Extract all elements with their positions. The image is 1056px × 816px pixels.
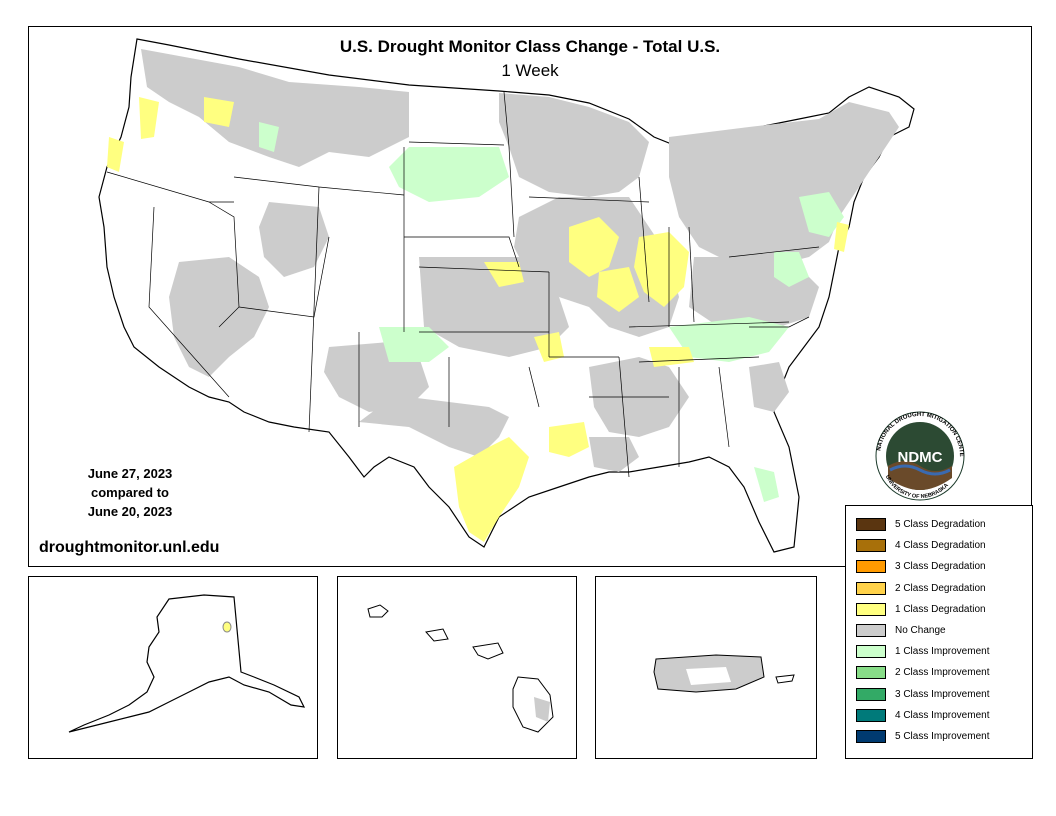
legend: 5 Class Degradation 4 Class Degradation 3 … xyxy=(845,505,1033,759)
legend-label: 3 Class Degradation xyxy=(895,561,986,573)
hawaii-inset xyxy=(337,576,577,759)
legend-swatch xyxy=(856,560,886,574)
legend-swatch xyxy=(856,518,886,531)
hawaii-no-change xyxy=(534,697,550,722)
date-current: June 27, 2023 xyxy=(87,466,173,481)
improvement-regions xyxy=(259,122,844,502)
legend-label: 1 Class Degradation xyxy=(895,603,986,615)
legend-label: 5 Class Degradation xyxy=(895,519,986,530)
date-previous: June 20, 2023 xyxy=(87,504,173,519)
alaska-inset xyxy=(28,576,318,759)
ndmc-logo-text: NDMC xyxy=(898,449,943,466)
molokai-maui-island xyxy=(472,642,504,660)
alaska-degradation-spot xyxy=(222,621,232,633)
puerto-rico-map xyxy=(653,654,795,693)
legend-swatch xyxy=(856,645,886,659)
ndmc-logo: NDMC NATIONAL DROUGHT MITIGATION CENTER … xyxy=(860,408,980,508)
legend-swatch xyxy=(856,708,886,722)
date-range: June 27, 2023 compared to June 20, 2023 xyxy=(71,464,189,521)
legend-swatch xyxy=(856,666,886,680)
vieques-island xyxy=(775,674,795,684)
legend-label: 4 Class Improvement xyxy=(895,709,990,721)
legend-swatch xyxy=(856,687,886,701)
alaska-map xyxy=(68,594,306,733)
state-boundaries xyxy=(106,91,820,478)
legend-swatch xyxy=(856,581,886,595)
legend-swatch xyxy=(856,624,886,637)
legend-swatch xyxy=(856,539,886,553)
conus-map-panel: U.S. Drought Monitor Class Change - Tota… xyxy=(28,26,1032,567)
oahu-island xyxy=(425,628,449,642)
legend-label: 4 Class Degradation xyxy=(895,540,986,552)
date-compared-to: compared to xyxy=(90,485,169,500)
ndmc-logo-graphic: NDMC NATIONAL DROUGHT MITIGATION CENTER … xyxy=(860,408,965,501)
legend-label: 2 Class Degradation xyxy=(895,582,986,594)
puerto-rico-white-area xyxy=(686,667,731,685)
source-url[interactable]: droughtmonitor.unl.edu xyxy=(39,539,220,556)
map-subtitle: 1 Week xyxy=(501,61,559,80)
legend-label: 5 Class Improvement xyxy=(895,731,990,742)
hawaii-map xyxy=(367,604,554,733)
conus-map xyxy=(98,38,915,553)
legend-label: 2 Class Improvement xyxy=(895,667,990,679)
alaska-outline xyxy=(68,594,306,733)
map-title: U.S. Drought Monitor Class Change - Tota… xyxy=(339,37,721,56)
puerto-rico-inset xyxy=(595,576,817,759)
legend-label: 3 Class Improvement xyxy=(895,688,990,700)
legend-swatch xyxy=(856,602,886,616)
legend-label: No Change xyxy=(895,625,946,636)
kauai-island xyxy=(367,604,389,618)
legend-label: 1 Class Improvement xyxy=(895,646,990,658)
legend-swatch xyxy=(856,730,886,743)
